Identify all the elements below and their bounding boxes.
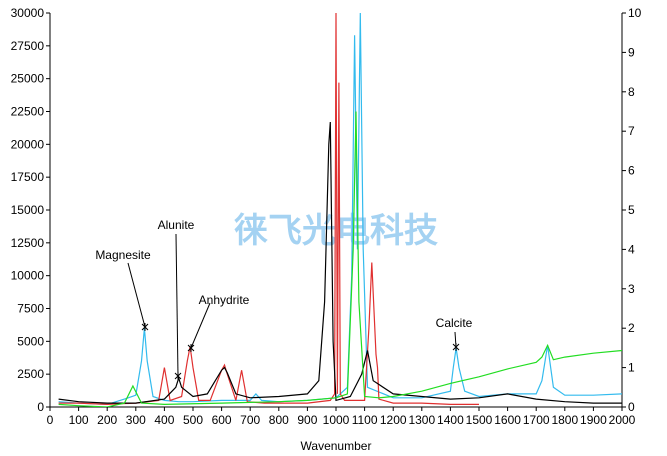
x-tick-label: 1700 [523,413,550,427]
y2-tick-label: 6 [628,164,635,178]
annotation-arrow [175,233,179,377]
x-tick-label: 800 [269,413,289,427]
x-tick-label: 1100 [352,413,378,427]
plot-area [58,13,622,407]
y-tick-label: 30000 [11,6,45,20]
annotation-marker [174,372,182,380]
y2-tick-label: 9 [628,45,635,59]
y2-tick-label: 4 [628,242,635,256]
x-tick-label: 1500 [466,413,493,427]
y2-tick-label: 1 [628,361,635,375]
y-tick-label: 20000 [11,137,45,151]
y-tick-label: 25000 [11,72,45,86]
y2-tick-label: 3 [628,282,635,296]
watermark: 徕飞光电科技 [234,211,438,251]
x-tick-label: 700 [240,413,260,427]
x-tick-label: 1800 [551,413,578,427]
y-tick-label: 0 [37,400,44,414]
annotation: Calcite [436,316,473,330]
x-tick-label: 2000 [609,413,636,427]
annotation: Anhydrite [199,293,250,307]
x-tick-label: 100 [69,413,89,427]
x-tick-label: 1200 [380,413,407,427]
y-tick-label: 22500 [11,105,45,119]
x-tick-label: 200 [97,413,117,427]
y2-tick-label: 7 [628,124,635,138]
x-axis-label: Wavenumber [301,439,372,453]
y2-tick-label: 0 [628,400,635,414]
y-tick-label: 12500 [11,236,45,250]
spectrum-line [58,111,622,407]
y-tick-label: 7500 [17,302,44,316]
x-tick-label: 1000 [323,413,350,427]
spectrum-line [58,13,479,406]
x-tick-label: 1300 [408,413,435,427]
x-tick-label: 500 [183,413,203,427]
y-tick-label: 10000 [11,269,45,283]
y2-tick-label: 5 [628,203,635,217]
y2-tick-label: 2 [628,321,635,335]
y-tick-label: 15000 [11,203,45,217]
annotation-marker [187,344,195,352]
y-tick-label: 5000 [17,334,44,348]
x-tick-label: 900 [297,413,317,427]
x-tick-label: 1600 [494,413,521,427]
x-tick-label: 300 [126,413,146,427]
x-tick-label: 1900 [580,413,607,427]
y-tick-label: 27500 [11,39,45,53]
y2-tick-label: 10 [628,6,642,20]
x-tick-label: 0 [47,413,54,427]
x-tick-label: 400 [154,413,174,427]
y-tick-label: 17500 [11,170,45,184]
x-tick-label: 1400 [437,413,464,427]
y-tick-label: 2500 [17,367,44,381]
x-tick-label: 600 [212,413,232,427]
annotation-marker [452,343,460,351]
annotation: Alunite [158,218,195,232]
annotation-arrow [190,302,211,349]
spectrum-line [58,13,622,406]
annotation-arrow [127,262,146,328]
annotation: Magnesite [95,248,151,262]
y2-tick-label: 8 [628,85,635,99]
annotation-marker [141,323,149,331]
